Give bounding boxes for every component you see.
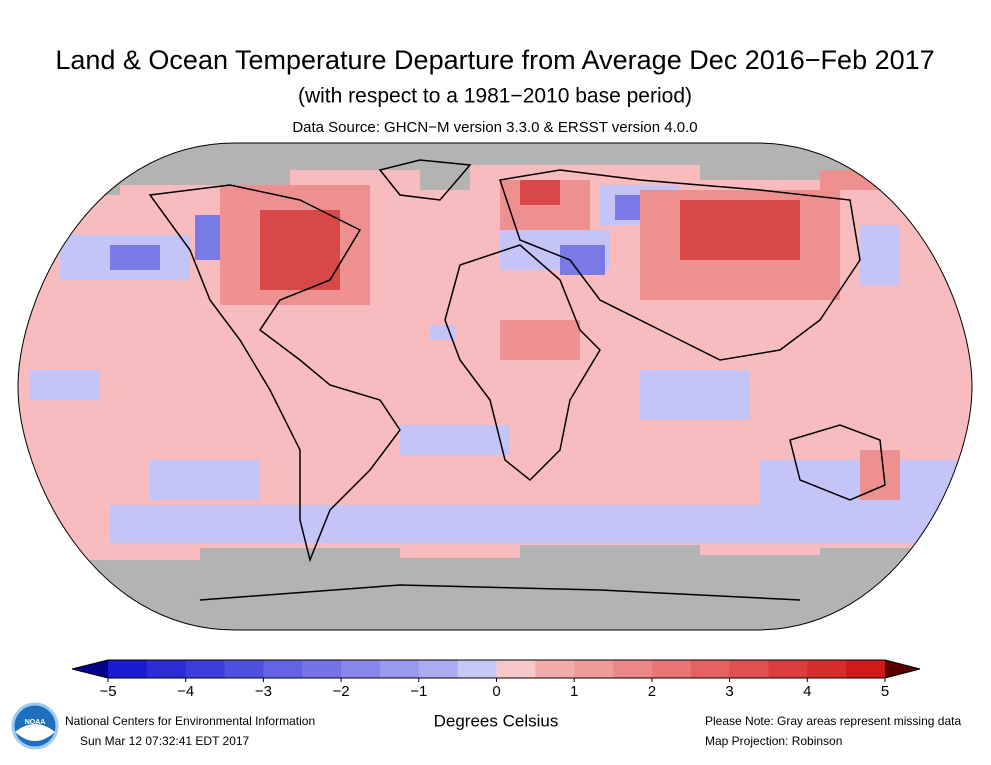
colorbar-segment: [496, 660, 536, 678]
org-name: National Centers for Environmental Infor…: [65, 714, 315, 728]
colorbar-tick-label: 1: [570, 683, 578, 700]
title: Land & Ocean Temperature Departure from …: [55, 45, 934, 75]
colorbar-segment: [302, 660, 342, 678]
colorbar-segment: [263, 660, 303, 678]
colorbar-segment: [807, 660, 847, 678]
colorbar-segment: [418, 660, 459, 678]
colorbar-under-arrow: [72, 660, 108, 678]
colorbar-tick-label: 3: [725, 683, 733, 700]
logo-text: NOAA: [25, 719, 46, 726]
colorbar-segment: [846, 660, 886, 678]
colorbar-segment: [651, 660, 692, 678]
missing-data-note: Please Note: Gray areas represent missin…: [705, 714, 961, 728]
colorbar-segment: [457, 660, 497, 678]
colorbar-tick-label: −1: [410, 683, 427, 700]
colorbar-tick-label: −5: [99, 683, 116, 700]
colorbar-segment: [185, 660, 226, 678]
subtitle: (with respect to a 1981−2010 base period…: [298, 85, 692, 108]
colorbar-segment: [341, 660, 381, 678]
colorbar-segment: [613, 660, 653, 678]
map: [18, 143, 972, 630]
colorbar: −5 −4 −3 −2 −1 0 1 2 3 4 5: [71, 659, 921, 700]
noaa-logo: NOAA: [11, 702, 59, 750]
colorbar-segment: [535, 660, 575, 678]
map-outline: [17, 142, 973, 631]
colorbar-segment: [146, 660, 187, 678]
data-source: Data Source: GHCN−M version 3.3.0 & ERSS…: [292, 119, 697, 136]
colorbar-tick-label: 4: [803, 683, 811, 700]
colorbar-tick-label: −3: [255, 683, 272, 700]
colorbar-tick-label: 5: [881, 683, 889, 700]
colorbar-over-arrow: [885, 660, 920, 678]
colorbar-segment: [768, 660, 808, 678]
projection-note: Map Projection: Robinson: [705, 734, 842, 748]
colorbar-tick-label: 2: [648, 683, 656, 700]
colorbar-segment: [379, 660, 420, 678]
colorbar-segment: [574, 660, 614, 678]
colorbar-tick-label: 0: [492, 683, 500, 700]
colorbar-tick-label: −2: [333, 683, 350, 700]
colorbar-segment: [729, 660, 769, 678]
timestamp: Sun Mar 12 07:32:41 EDT 2017: [80, 734, 250, 748]
colorbar-segment: [224, 660, 264, 678]
colorbar-tick-label: −4: [177, 683, 194, 700]
colorbar-segment: [108, 660, 148, 678]
colorbar-label: Degrees Celsius: [434, 711, 559, 730]
colorbar-segment: [690, 660, 731, 678]
